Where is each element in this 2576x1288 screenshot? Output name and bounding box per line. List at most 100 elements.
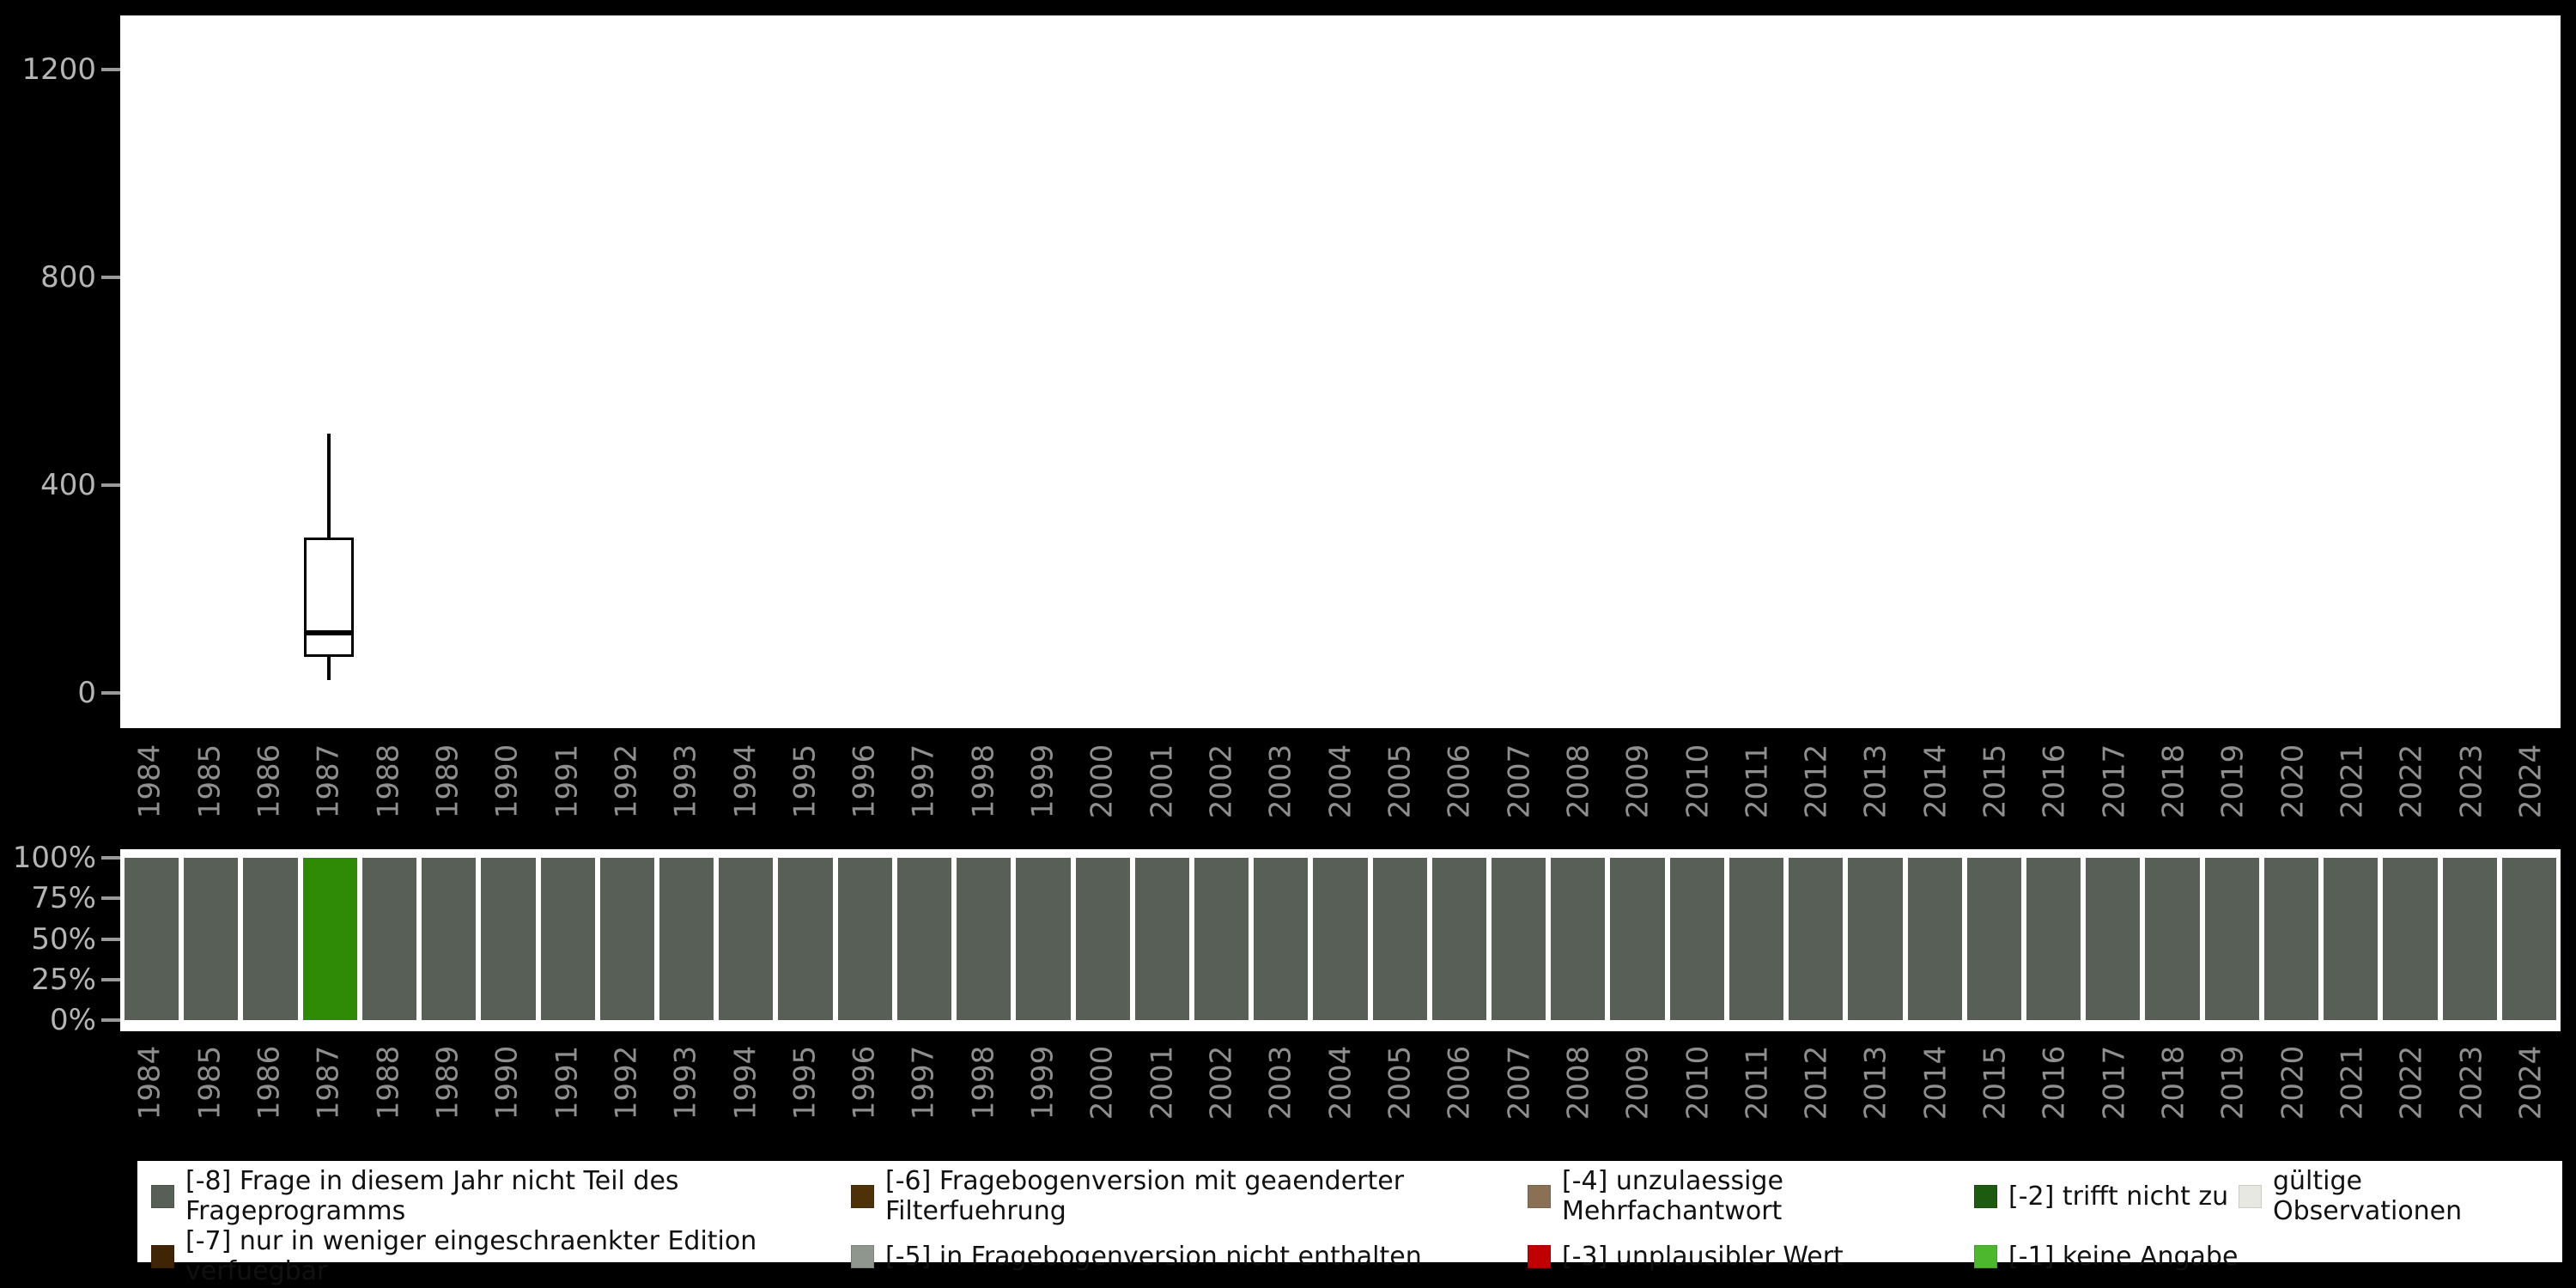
legend-item: [-7] nur in weniger eingeschraenkter Edi… — [151, 1226, 851, 1286]
year-label: 1993 — [668, 744, 703, 819]
year-label: 2023 — [2453, 1045, 2488, 1121]
year-label: 1997 — [906, 744, 941, 819]
x-year-cell: 2000 — [1072, 733, 1132, 829]
legend-label: gültige Observationen — [2273, 1166, 2463, 1226]
year-bar — [1610, 858, 1665, 1020]
year-label: 2005 — [1382, 744, 1418, 819]
year-bar — [1431, 858, 1487, 1020]
x-year-cell: 2014 — [1905, 1035, 1965, 1131]
year-label: 2009 — [1620, 744, 1656, 819]
year-label: 2021 — [2335, 744, 2370, 819]
bar-series — [125, 858, 2556, 1020]
year-label: 1990 — [489, 1045, 525, 1121]
x-year-cell: 2012 — [1787, 733, 1846, 829]
year-label: 2014 — [1918, 744, 1953, 819]
x-year-cell: 2015 — [1965, 1035, 2025, 1131]
x-year-cell: 1998 — [953, 1035, 1012, 1131]
legend-item: [-6] Fragebogenversion mit geaenderter F… — [851, 1166, 1528, 1226]
legend: [-8] Frage in diesem Jahr nicht Teil des… — [137, 1161, 2562, 1286]
year-label: 1990 — [489, 744, 525, 819]
percent-axis-label: 0% — [50, 1003, 96, 1037]
x-year-cell: 1986 — [240, 733, 299, 829]
year-label: 1989 — [430, 1045, 465, 1121]
year-label: 1987 — [311, 744, 346, 819]
year-bar — [599, 858, 654, 1020]
year-bar — [1254, 858, 1309, 1020]
x-year-cell: 1997 — [894, 1035, 953, 1131]
year-bar — [1848, 858, 1903, 1020]
year-label: 2006 — [1442, 1045, 1477, 1121]
legend-swatch — [151, 1184, 174, 1208]
year-label: 1996 — [847, 744, 882, 819]
legend-item: gültige Observationen — [2239, 1166, 2549, 1226]
year-bar — [1907, 858, 1962, 1020]
legend-swatch — [151, 1244, 174, 1268]
year-bar — [2263, 858, 2319, 1020]
year-label: 2019 — [2215, 1045, 2251, 1121]
year-label: 1998 — [966, 1045, 1001, 1121]
x-year-cell: 2024 — [2501, 1035, 2561, 1131]
y-axis-label: 0 — [77, 676, 96, 710]
year-label: 2007 — [1501, 1045, 1536, 1121]
legend-swatch — [2239, 1184, 2262, 1208]
year-label: 2021 — [2335, 1045, 2370, 1121]
year-label: 1991 — [549, 1045, 584, 1121]
y-axis-tick — [101, 276, 120, 279]
year-bar — [540, 858, 595, 1020]
legend-item: [-4] unzulaessige Mehrfachantwort — [1528, 1166, 1974, 1226]
x-year-cell: 2019 — [2203, 1035, 2263, 1131]
year-label: 1995 — [787, 744, 823, 819]
year-label: 2012 — [1799, 744, 1834, 819]
x-year-cell: 2017 — [2084, 1035, 2143, 1131]
year-label: 1988 — [370, 744, 405, 819]
year-label: 2004 — [1322, 744, 1358, 819]
legend-item: [-3] unplausibler Wert — [1528, 1242, 1974, 1272]
year-label: 2018 — [2156, 1045, 2191, 1121]
x-year-cell: 2006 — [1430, 1035, 1489, 1131]
year-label: 2008 — [1561, 1045, 1596, 1121]
x-year-cell: 2007 — [1489, 1035, 1548, 1131]
x-year-cell: 1988 — [358, 1035, 417, 1131]
year-label: 1986 — [252, 744, 287, 819]
year-label: 1986 — [252, 1045, 287, 1121]
x-year-cell: 2001 — [1132, 733, 1191, 829]
x-year-cell: 1990 — [477, 733, 537, 829]
x-year-cell: 1999 — [1013, 733, 1072, 829]
x-year-cell: 2008 — [1549, 733, 1608, 829]
year-bar — [2383, 858, 2438, 1020]
year-bar — [896, 858, 952, 1020]
year-label: 2008 — [1561, 744, 1596, 819]
legend-label: [-3] unplausibler Wert — [1562, 1241, 1844, 1272]
x-year-cell: 2021 — [2323, 1035, 2382, 1131]
x-year-cell: 1989 — [418, 1035, 477, 1131]
year-label: 2015 — [1978, 1045, 2013, 1121]
year-label: 2002 — [1204, 1045, 1239, 1121]
year-bar — [361, 858, 417, 1020]
year-label: 2011 — [1740, 744, 1775, 819]
legend-swatch — [1528, 1244, 1551, 1268]
x-year-cell: 1986 — [240, 1035, 299, 1131]
legend-item: [-1] keine Angabe — [1974, 1242, 2239, 1272]
x-year-cell: 1995 — [775, 733, 834, 829]
year-label: 2012 — [1799, 1045, 1834, 1121]
year-label: 2016 — [2037, 744, 2072, 819]
x-year-cell: 2003 — [1251, 1035, 1310, 1131]
year-label: 1997 — [906, 1045, 941, 1121]
legend-item: [-8] Frage in diesem Jahr nicht Teil des… — [151, 1166, 851, 1226]
percent-axis-tick — [101, 856, 120, 860]
x-year-cell: 2023 — [2441, 733, 2500, 829]
x-year-cell: 2018 — [2144, 733, 2203, 829]
legend-swatch — [1974, 1184, 1997, 1208]
year-label: 1992 — [609, 744, 644, 819]
bar-x-axis-labels: 1984 1985 1986 1987 1988 1989 1990 1991 1992 1993… — [120, 1035, 2561, 1131]
year-bar — [243, 858, 298, 1020]
year-bar — [837, 858, 892, 1020]
x-year-cell: 1998 — [953, 733, 1012, 829]
year-bar — [1194, 858, 1249, 1020]
year-bar — [1789, 858, 1844, 1020]
year-label: 1999 — [1025, 1045, 1060, 1121]
year-label: 1984 — [132, 1045, 167, 1121]
year-label: 2000 — [1084, 744, 1120, 819]
year-label: 2005 — [1382, 1045, 1418, 1121]
x-year-cell: 1999 — [1013, 1035, 1072, 1131]
